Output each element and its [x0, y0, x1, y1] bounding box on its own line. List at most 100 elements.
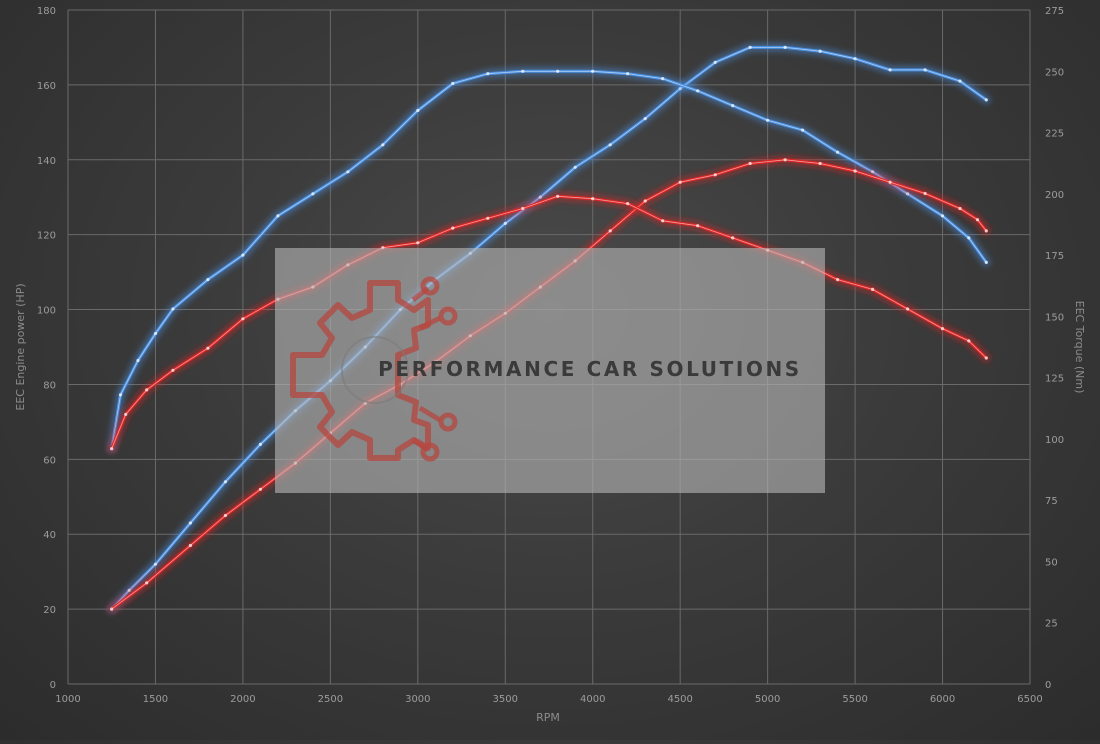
data-point: [940, 214, 945, 218]
data-point: [276, 214, 280, 218]
y-right-tick-label: 200: [1045, 190, 1064, 201]
x-tick-label: 3500: [493, 694, 518, 705]
data-point: [678, 180, 682, 184]
y-right-tick-label: 150: [1045, 312, 1064, 323]
x-tick-label: 2000: [230, 694, 255, 705]
data-point: [521, 206, 525, 211]
data-point: [696, 89, 700, 93]
y-axis-left-title: EEC Engine power (HP): [14, 283, 27, 410]
series-layer: [107, 42, 991, 614]
data-point: [145, 388, 149, 392]
data-point: [626, 72, 630, 76]
x-tick-label: 1500: [143, 694, 168, 705]
data-point: [801, 128, 805, 132]
data-point: [906, 307, 910, 311]
data-point: [984, 98, 988, 102]
data-point: [153, 331, 158, 336]
data-point: [748, 45, 752, 50]
data-point: [591, 197, 595, 201]
data-point: [486, 72, 490, 76]
data-point: [975, 218, 980, 222]
data-point: [853, 57, 857, 61]
data-point: [836, 278, 840, 282]
data-point: [311, 192, 315, 196]
x-tick-label: 5500: [842, 694, 867, 705]
data-point: [940, 327, 945, 331]
y-right-tick-label: 125: [1045, 374, 1064, 385]
y-right-tick-label: 100: [1045, 435, 1064, 446]
data-point: [416, 108, 420, 113]
data-point: [381, 143, 385, 147]
x-axis-title: RPM: [536, 711, 560, 724]
data-point: [643, 117, 647, 121]
data-point: [110, 607, 114, 611]
data-point: [451, 81, 455, 86]
x-tick-label: 6000: [930, 694, 955, 705]
data-point: [188, 521, 192, 525]
data-point: [836, 150, 840, 154]
data-point: [136, 358, 140, 363]
data-point: [906, 192, 910, 196]
watermark-panel: [275, 248, 825, 493]
x-tick-label: 2500: [318, 694, 343, 705]
data-point: [241, 317, 245, 321]
data-point: [223, 513, 227, 518]
watermark: PERFORMANCE CAR SOLUTIONS: [275, 248, 825, 493]
data-point: [984, 229, 988, 233]
data-point: [696, 224, 700, 228]
data-point: [853, 169, 857, 173]
y-right-tick-label: 175: [1045, 251, 1064, 262]
data-point: [521, 69, 525, 73]
data-point: [503, 221, 507, 225]
data-point: [451, 226, 455, 230]
data-point: [416, 241, 420, 245]
data-point: [110, 447, 114, 451]
y-right-tick-label: 250: [1045, 67, 1064, 78]
y-left-tick-label: 20: [43, 605, 56, 616]
data-point: [967, 339, 971, 343]
data-point: [626, 202, 630, 206]
data-point: [258, 487, 262, 491]
data-point: [984, 356, 988, 360]
data-point: [608, 229, 612, 233]
data-point: [766, 118, 770, 122]
logo-ring: [341, 336, 409, 404]
data-point: [486, 216, 490, 220]
y-right-tick-label: 50: [1045, 557, 1058, 568]
data-point: [748, 161, 752, 166]
data-point: [731, 104, 735, 108]
data-point: [346, 170, 350, 174]
y-left-tick-label: 80: [43, 380, 56, 391]
y-right-tick-label: 225: [1045, 129, 1064, 140]
data-point: [171, 368, 175, 372]
data-point: [923, 68, 927, 72]
y-left-tick-label: 60: [43, 455, 56, 466]
data-point: [188, 543, 192, 548]
y-left-tick-label: 40: [43, 530, 56, 541]
data-point: [145, 581, 149, 585]
data-point: [258, 442, 262, 446]
gear-circuit-logo-icon: [290, 276, 458, 462]
data-point: [661, 77, 665, 81]
data-point: [984, 260, 988, 264]
y-right-tick-label: 25: [1045, 619, 1058, 630]
data-point: [731, 236, 735, 240]
data-point: [661, 219, 665, 223]
data-point: [783, 45, 787, 50]
data-point: [556, 69, 560, 73]
x-tick-label: 6500: [1017, 694, 1042, 705]
watermark-text: PERFORMANCE CAR SOLUTIONS: [378, 357, 802, 381]
y-right-tick-label: 0: [1045, 680, 1051, 691]
y-axis-right-title: EEC Torque (Nm): [1073, 301, 1086, 394]
x-tick-label: 3000: [405, 694, 430, 705]
axes: RPM EEC Engine power (HP) EEC Torque (Nm…: [14, 6, 1086, 724]
y-left-tick-label: 100: [37, 306, 56, 317]
y-left-tick-label: 180: [37, 6, 56, 17]
data-point: [573, 165, 577, 169]
x-tick-label: 4500: [667, 694, 692, 705]
series-highlight-3: [111, 195, 987, 450]
data-point: [818, 161, 822, 166]
y-right-tick-label: 275: [1045, 6, 1064, 17]
